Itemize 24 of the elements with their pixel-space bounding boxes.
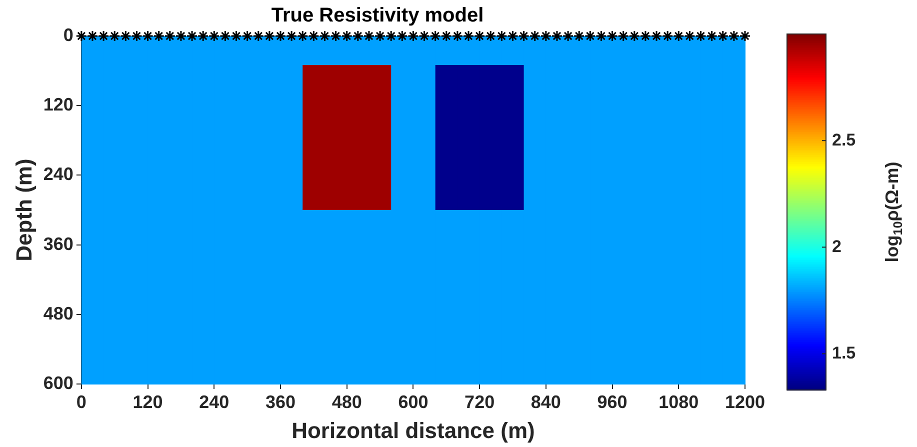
x-tick-label: 720 — [464, 392, 495, 412]
x-tick-label: 480 — [332, 392, 362, 412]
x-tick-label: 360 — [265, 392, 296, 412]
x-tick-label: 600 — [398, 392, 428, 412]
x-axis-title: Horizontal distance (m) — [292, 418, 535, 443]
y-axis-title: Depth (m) — [11, 158, 36, 262]
x-tick-label: 1200 — [724, 392, 766, 412]
y-tick-label: 480 — [43, 303, 74, 324]
color-bar-label: 2 — [832, 236, 842, 256]
y-tick-label: 120 — [43, 94, 74, 115]
color-bar-label: 2.5 — [832, 130, 856, 150]
x-tick-label: 1080 — [658, 392, 699, 412]
x-tick-label: 0 — [76, 392, 86, 412]
y-tick-label: 240 — [43, 164, 74, 184]
x-tick-label: 960 — [597, 392, 628, 412]
color-bar-title: log10ρ(Ω-m) — [882, 162, 905, 262]
x-tick-label: 120 — [132, 392, 163, 412]
y-tick-label: 600 — [43, 372, 74, 393]
y-tick-label: 360 — [43, 234, 74, 254]
y-tick-label: 0 — [63, 24, 74, 45]
x-tick-label: 840 — [530, 392, 561, 412]
chart-title: True Resistivity model — [271, 4, 484, 27]
color-bar-label: 1.5 — [832, 343, 856, 362]
x-tick-label: 240 — [199, 392, 230, 412]
